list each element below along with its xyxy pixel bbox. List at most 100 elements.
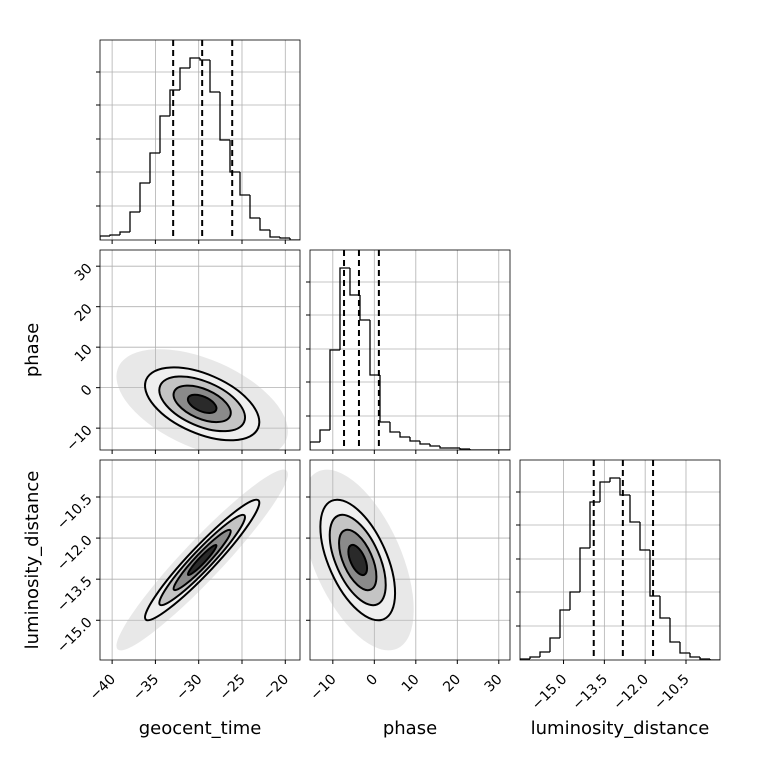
hist-bin [349,268,360,296]
hist-bin [189,57,200,68]
hist-bin [339,267,350,350]
hist-bin [619,478,630,496]
y-tick-label: −10 [63,422,95,454]
contour [347,543,369,577]
hist-bin [269,230,280,238]
x-tick-label: −12.0 [610,672,652,714]
x-tick-label: 0 [364,672,382,690]
hist-bin [419,441,430,445]
y-tick-label: 20 [72,301,96,325]
hist-bin [599,481,610,502]
x-tick-label: −15.0 [529,672,571,714]
density [116,469,288,651]
x-tick-label: −35 [130,672,162,704]
hist-bin [169,89,180,116]
hist-bin [100,235,110,240]
x-tick-label: −40 [87,672,119,704]
y-tick-label: −12.0 [54,532,96,574]
contour [186,393,218,414]
hist-bin [389,422,400,433]
hist-bin [469,449,480,450]
panel [96,39,301,244]
hist-bin [579,547,590,592]
hist-bin [319,429,330,442]
hist-bin [569,591,580,610]
y-tick-label: −10.5 [54,491,96,533]
x-tick-label: −20 [260,672,292,704]
hist-bin [669,618,680,643]
y-tick-label: 30 [72,261,96,285]
panel: −15.0 −13.5 −12.0 −10.5 [516,459,721,714]
hist-bin [369,320,380,376]
x-tick-label: −25 [217,672,249,704]
axes-frame [99,39,301,241]
hist-bin [239,172,250,196]
density [310,469,414,651]
hist-bin [709,659,720,660]
panel: −10 0 10 20 30 [306,459,511,704]
hist-bin [119,231,130,235]
hist-bin [310,441,320,450]
x-axis-label: phase [383,718,437,739]
x-tick-label: 10 [399,672,423,696]
y-axis-label: phase [22,323,43,377]
axes-frame [99,459,301,661]
hist-bin [259,218,270,231]
x-tick-label: −30 [173,672,205,704]
hist-bin [609,477,620,482]
density [116,349,288,450]
hist-bin [649,550,660,597]
hist-bin [589,501,600,548]
hist-bin [629,495,640,523]
y-tick-label: 0 [78,382,96,400]
panel [306,249,511,454]
hist-bin [699,657,710,660]
hist-bin [329,349,340,430]
hist-bin [689,653,700,658]
axes-frame [309,249,511,451]
hist-bin [439,446,450,449]
hist-bin [109,234,120,236]
hist-bin [539,651,550,657]
y-tick-label: −15.0 [54,615,96,657]
panel: −40 −35 −30 −25 −20 −15.0−13.5−12.0−10.5 [54,459,301,704]
hist-bin [429,444,440,447]
hist-bin [639,522,650,551]
axes-frame [519,459,721,661]
x-tick-label: −10 [307,672,339,704]
hist-bin [659,596,670,619]
hist-bin [219,92,230,141]
hist-bin [359,295,370,321]
hist-bin [129,211,140,232]
hist-bin [459,448,470,450]
hist-bin [549,637,560,652]
hist-bin [229,140,240,173]
histogram [520,477,720,660]
x-tick-label: −10.5 [651,672,693,714]
y-axis-label: luminosity_distance [22,471,43,650]
x-tick-label: 30 [482,672,506,696]
x-axis-label: luminosity_distance [531,718,710,739]
hist-bin [379,375,390,423]
x-axis-label: geocent_time [139,718,262,739]
hist-bin [679,642,690,654]
histogram [100,57,300,240]
hist-bin [249,195,260,219]
axes-frame [99,249,301,451]
histogram [310,267,510,450]
hist-bin [199,58,210,61]
hist-bin [159,115,170,153]
x-tick-label: −13.5 [570,672,612,714]
x-tick-label: 20 [440,672,464,696]
hist-bin [529,656,540,659]
hist-bin [179,67,190,90]
hist-bin [520,658,530,660]
y-tick-label: −13.5 [54,574,96,616]
hist-bin [139,182,150,212]
y-tick-label: 10 [72,342,96,366]
contour [186,543,218,577]
panel: −10 0 10 20 30 [63,249,301,455]
hist-bin [279,237,290,239]
hist-bin [289,238,300,240]
